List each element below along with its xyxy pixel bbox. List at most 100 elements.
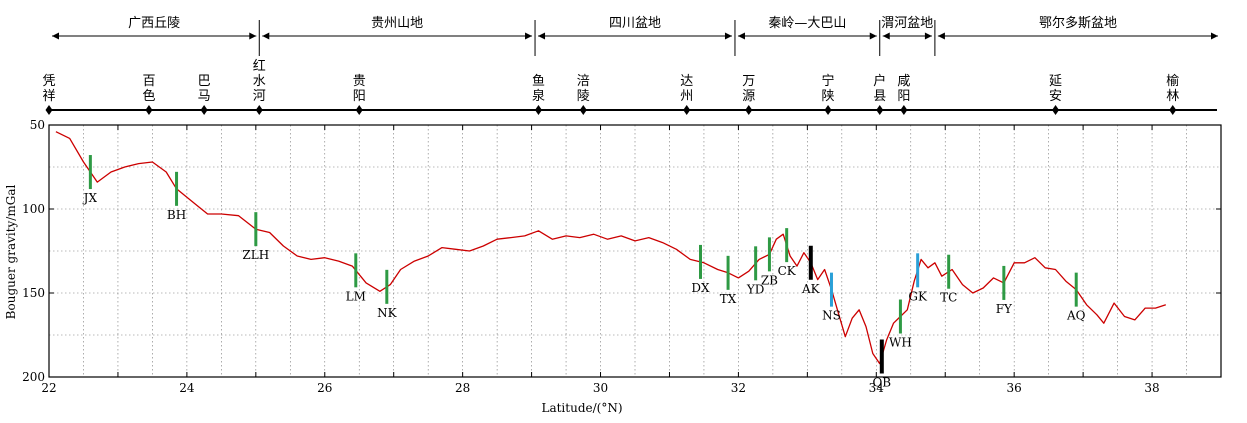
place-label: 鱼 (532, 73, 545, 89)
place-label: 百 (142, 74, 155, 89)
place-diamond (900, 105, 908, 115)
x-tick-label: 36 (1007, 381, 1022, 395)
place-diamond (534, 105, 542, 115)
x-tick-label: 22 (41, 381, 56, 395)
region-label: 四川盆地 (609, 16, 661, 31)
place-diamond (579, 105, 587, 115)
x-tick-label: 30 (593, 381, 608, 395)
place-label: 户 (873, 73, 886, 89)
marker-label-zb: ZB (761, 273, 778, 287)
place-label: 涪 (577, 74, 590, 89)
place-diamond (355, 105, 363, 115)
marker-label-tx: TX (720, 292, 737, 306)
place-label: 万 (742, 74, 755, 89)
place-label: 阳 (897, 89, 910, 104)
plot-frame (48, 124, 1222, 378)
marker-label-dx: DX (691, 281, 710, 295)
place-label: 泉 (532, 88, 545, 104)
region-arrow-head-right (249, 32, 257, 40)
marker-label-yd: YD (746, 282, 765, 296)
place-label: 色 (142, 88, 155, 104)
marker-label-ak: AK (801, 282, 821, 296)
marker-label-nk: NK (377, 306, 398, 320)
x-tick-label: 26 (317, 381, 332, 395)
grid-lines (49, 125, 1221, 377)
region-label: 渭河盆地 (881, 16, 933, 31)
x-tick-label: 28 (455, 381, 470, 395)
place-label: 宁 (822, 73, 835, 89)
region-arrow-head-left (937, 32, 945, 40)
region-label: 秦岭—大巴山 (768, 16, 846, 31)
place-label: 县 (873, 89, 886, 104)
bouguer-gravity-line (55, 131, 1166, 365)
place-label: 达 (680, 74, 693, 89)
region-arrow-head-left (262, 32, 270, 40)
y-tick-label: 50 (30, 118, 45, 132)
x-tick-label: 34 (869, 381, 885, 395)
place-label: 源 (742, 89, 755, 104)
marker-label-fy: FY (996, 302, 1013, 316)
place-label: 巴 (198, 74, 211, 89)
x-axis-label: Latitude/(°N) (541, 401, 622, 415)
region-arrow-head-left (52, 32, 59, 40)
x-tick-label: 38 (1144, 381, 1159, 395)
x-tick-label: 32 (731, 381, 746, 395)
region-label: 贵州山地 (371, 16, 423, 31)
region-arrow-head-right (724, 32, 732, 40)
marker-label-wh: WH (889, 336, 912, 350)
marker-label-zlh: ZLH (242, 248, 269, 262)
marker-label-lm: LM (346, 289, 366, 303)
region-label: 广西丘陵 (128, 16, 180, 31)
place-label: 河 (253, 89, 266, 104)
marker-label-gk: GK (908, 289, 928, 303)
x-tick-label: 24 (179, 381, 195, 395)
region-arrows: 广西丘陵 贵州山地 四川盆地 秦岭—大巴山 渭河盆地 鄂尔多斯盆地 (52, 15, 1218, 56)
place-label: 祥 (42, 89, 55, 104)
region-arrow-head-left (538, 32, 546, 40)
marker-label-tc: TC (940, 291, 957, 305)
place-diamond (1052, 105, 1060, 115)
region-arrow-head-left (882, 32, 890, 40)
y-axis-label: Bouguer gravity/mGal (4, 185, 18, 320)
place-label: 榆 (1166, 74, 1179, 89)
y-tick-label: 200 (22, 370, 45, 384)
place-label: 咸 (897, 74, 910, 89)
region-label: 鄂尔多斯盆地 (1039, 15, 1117, 31)
region-arrow-head-left (737, 32, 745, 40)
place-diamond (255, 105, 263, 115)
marker-label-jx: JX (82, 191, 98, 205)
region-arrow-head-right (869, 32, 877, 40)
place-label: 安 (1049, 89, 1062, 104)
place-label: 延 (1049, 74, 1062, 89)
place-label: 红 (253, 58, 266, 74)
marker-label-aq: AQ (1066, 309, 1086, 323)
place-label: 林 (1166, 89, 1179, 104)
place-diamond (145, 105, 153, 115)
place-label: 陵 (577, 89, 590, 104)
place-label: 凭 (42, 74, 55, 89)
marker-label-bh: BH (167, 208, 186, 222)
marker-label-ck: CK (778, 264, 797, 278)
place-label: 马 (198, 89, 211, 104)
place-label: 阳 (353, 89, 366, 104)
y-tick-label: 150 (22, 286, 45, 300)
region-arrow-head-right (924, 32, 932, 40)
place-label: 贵 (353, 74, 366, 89)
marker-label-ns: NS (822, 309, 841, 323)
place-diamond (200, 105, 208, 115)
place-diamond (876, 105, 884, 115)
place-label: 州 (680, 89, 693, 104)
place-diamond (745, 105, 753, 115)
place-diamond (1169, 105, 1177, 115)
y-tick-label: 100 (22, 202, 45, 216)
region-arrow-head-right (525, 32, 533, 40)
region-arrow-head-right (1211, 32, 1218, 40)
place-label: 陕 (822, 89, 835, 104)
axis-ticks: 22 24 26 28 30 32 34 36 38 50 100 150 200 (22, 118, 1222, 395)
place-diamond (45, 105, 53, 115)
place-diamond (824, 105, 832, 115)
place-diamond (683, 105, 691, 115)
